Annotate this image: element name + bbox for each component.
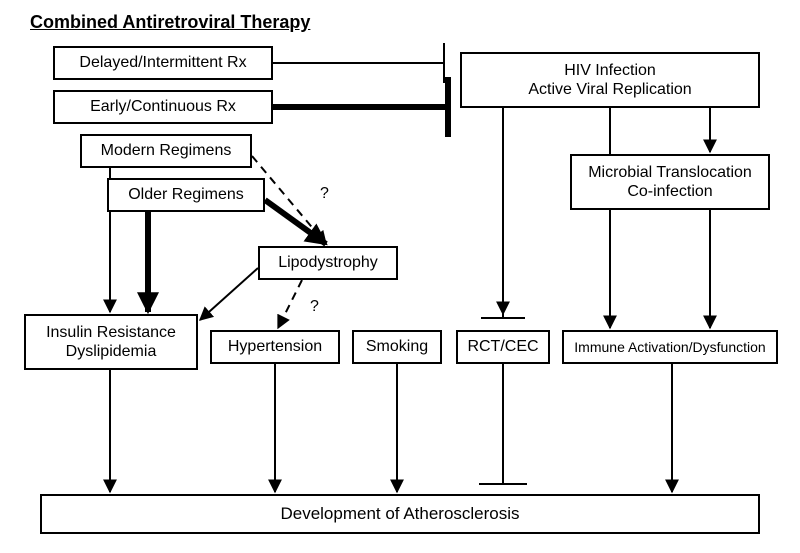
label: Modern Regimens xyxy=(101,141,232,160)
box-immune: Immune Activation/Dysfunction xyxy=(562,330,778,364)
label: Hypertension xyxy=(228,337,322,356)
label: Development of Atherosclerosis xyxy=(280,504,519,524)
label: Smoking xyxy=(366,337,428,356)
box-delayed-rx: Delayed/Intermittent Rx xyxy=(53,46,273,80)
label: Older Regimens xyxy=(128,185,244,204)
label: Delayed/Intermittent Rx xyxy=(79,53,246,72)
box-insulin: Insulin ResistanceDyslipidemia xyxy=(24,314,198,370)
box-hypertension: Hypertension xyxy=(210,330,340,364)
diagram-title: Combined Antiretroviral Therapy xyxy=(30,12,310,33)
label: Insulin ResistanceDyslipidemia xyxy=(46,323,176,361)
box-microbial: Microbial TranslocationCo-infection xyxy=(570,154,770,210)
box-older-regimens: Older Regimens xyxy=(107,178,265,212)
box-rct-cec: RCT/CEC xyxy=(456,330,550,364)
label: HIV InfectionActive Viral Replication xyxy=(528,61,691,99)
label: RCT/CEC xyxy=(467,337,538,356)
question-mark-2: ? xyxy=(310,298,319,316)
box-early-rx: Early/Continuous Rx xyxy=(53,90,273,124)
label: Early/Continuous Rx xyxy=(90,97,236,116)
box-lipodystrophy: Lipodystrophy xyxy=(258,246,398,280)
box-hiv-infection: HIV InfectionActive Viral Replication xyxy=(460,52,760,108)
box-modern-regimens: Modern Regimens xyxy=(80,134,252,168)
question-mark-1: ? xyxy=(320,185,329,203)
box-smoking: Smoking xyxy=(352,330,442,364)
box-atherosclerosis: Development of Atherosclerosis xyxy=(40,494,760,534)
label: Lipodystrophy xyxy=(278,253,378,272)
label: Microbial TranslocationCo-infection xyxy=(588,163,752,201)
label: Immune Activation/Dysfunction xyxy=(574,339,765,356)
